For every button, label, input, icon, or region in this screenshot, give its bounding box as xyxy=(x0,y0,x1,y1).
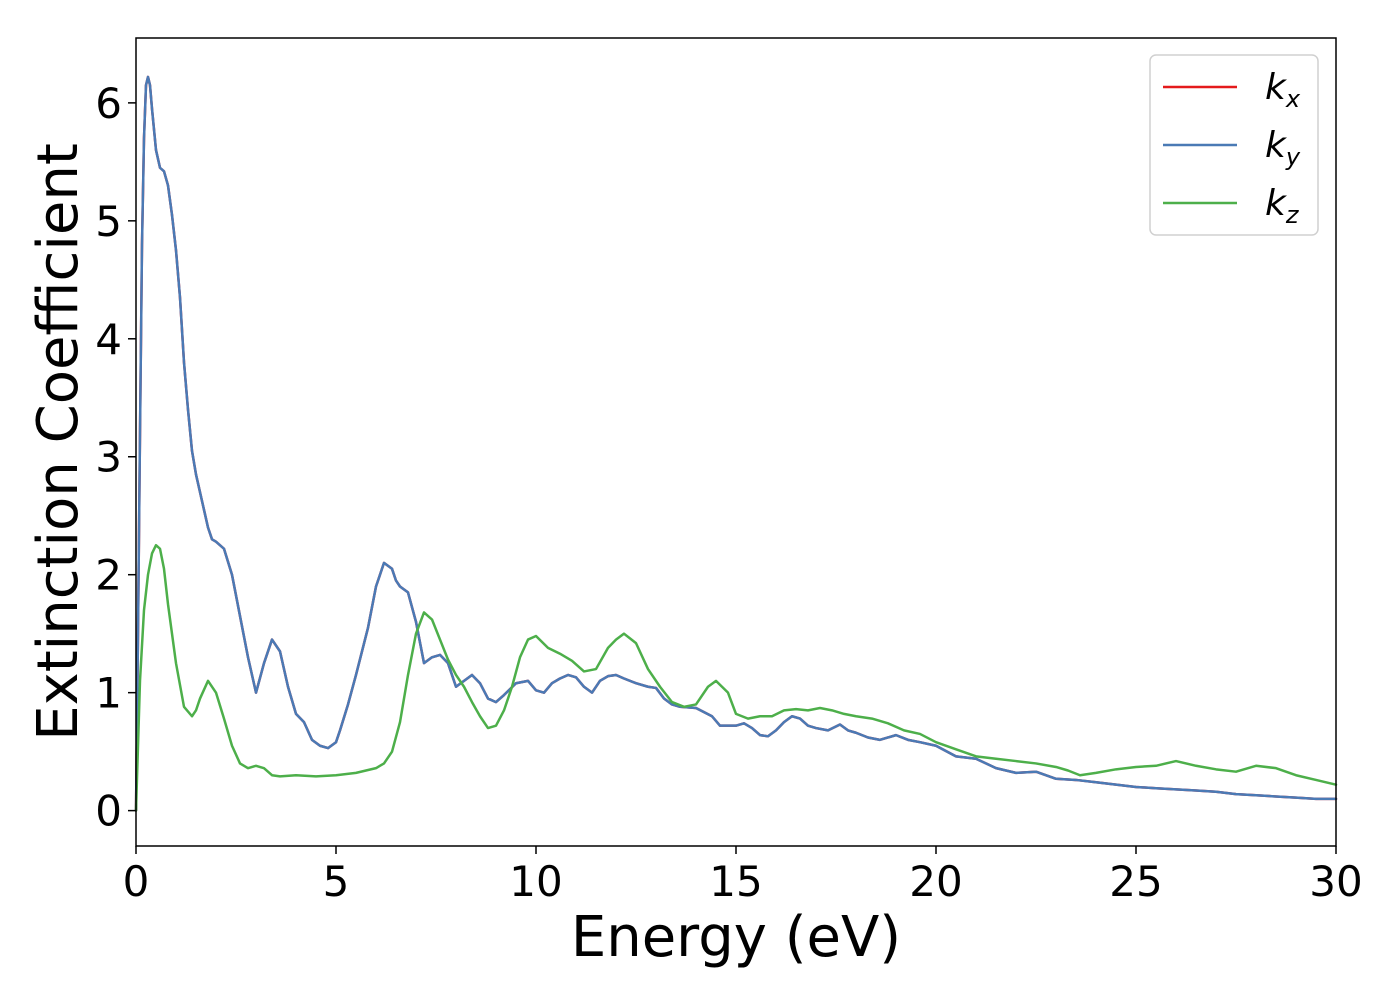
y-ticks: 0 1 2 3 4 5 6 xyxy=(95,79,136,836)
x-tick-label: 20 xyxy=(909,857,962,906)
y-tick-label: 1 xyxy=(95,669,122,718)
series-layer xyxy=(134,75,1338,812)
series-line-kz xyxy=(134,543,1338,812)
series-line-ky xyxy=(134,75,1338,812)
y-tick-label: 2 xyxy=(95,551,122,600)
x-tick-label: 15 xyxy=(709,857,762,906)
legend-label-subscript: y xyxy=(1285,143,1301,171)
legend-label-main: k xyxy=(1265,125,1288,166)
legend-label-main: k xyxy=(1265,183,1288,224)
legend-label-subscript: x xyxy=(1285,85,1301,113)
x-ticks: 0 5 10 15 20 25 30 xyxy=(123,846,1363,906)
y-tick-label: 5 xyxy=(95,197,122,246)
x-tick-label: 5 xyxy=(323,857,350,906)
legend-label-subscript: z xyxy=(1285,201,1300,229)
y-tick-label: 3 xyxy=(95,433,122,482)
x-axis-label: Energy (eV) xyxy=(571,905,901,970)
x-tick-label: 0 xyxy=(123,857,150,906)
y-tick-label: 0 xyxy=(95,787,122,836)
legend-label-main: k xyxy=(1265,67,1288,108)
x-tick-label: 30 xyxy=(1309,857,1362,906)
y-tick-label: 4 xyxy=(95,315,122,364)
x-tick-label: 25 xyxy=(1109,857,1162,906)
legend-label-kx: kx xyxy=(1265,67,1301,113)
x-tick-label: 10 xyxy=(509,857,562,906)
y-axis-label: Extinction Coefficient xyxy=(26,143,91,741)
y-tick-label: 6 xyxy=(95,79,122,128)
legend-label-ky: ky xyxy=(1265,125,1301,171)
legend-label-kz: kz xyxy=(1265,183,1300,229)
